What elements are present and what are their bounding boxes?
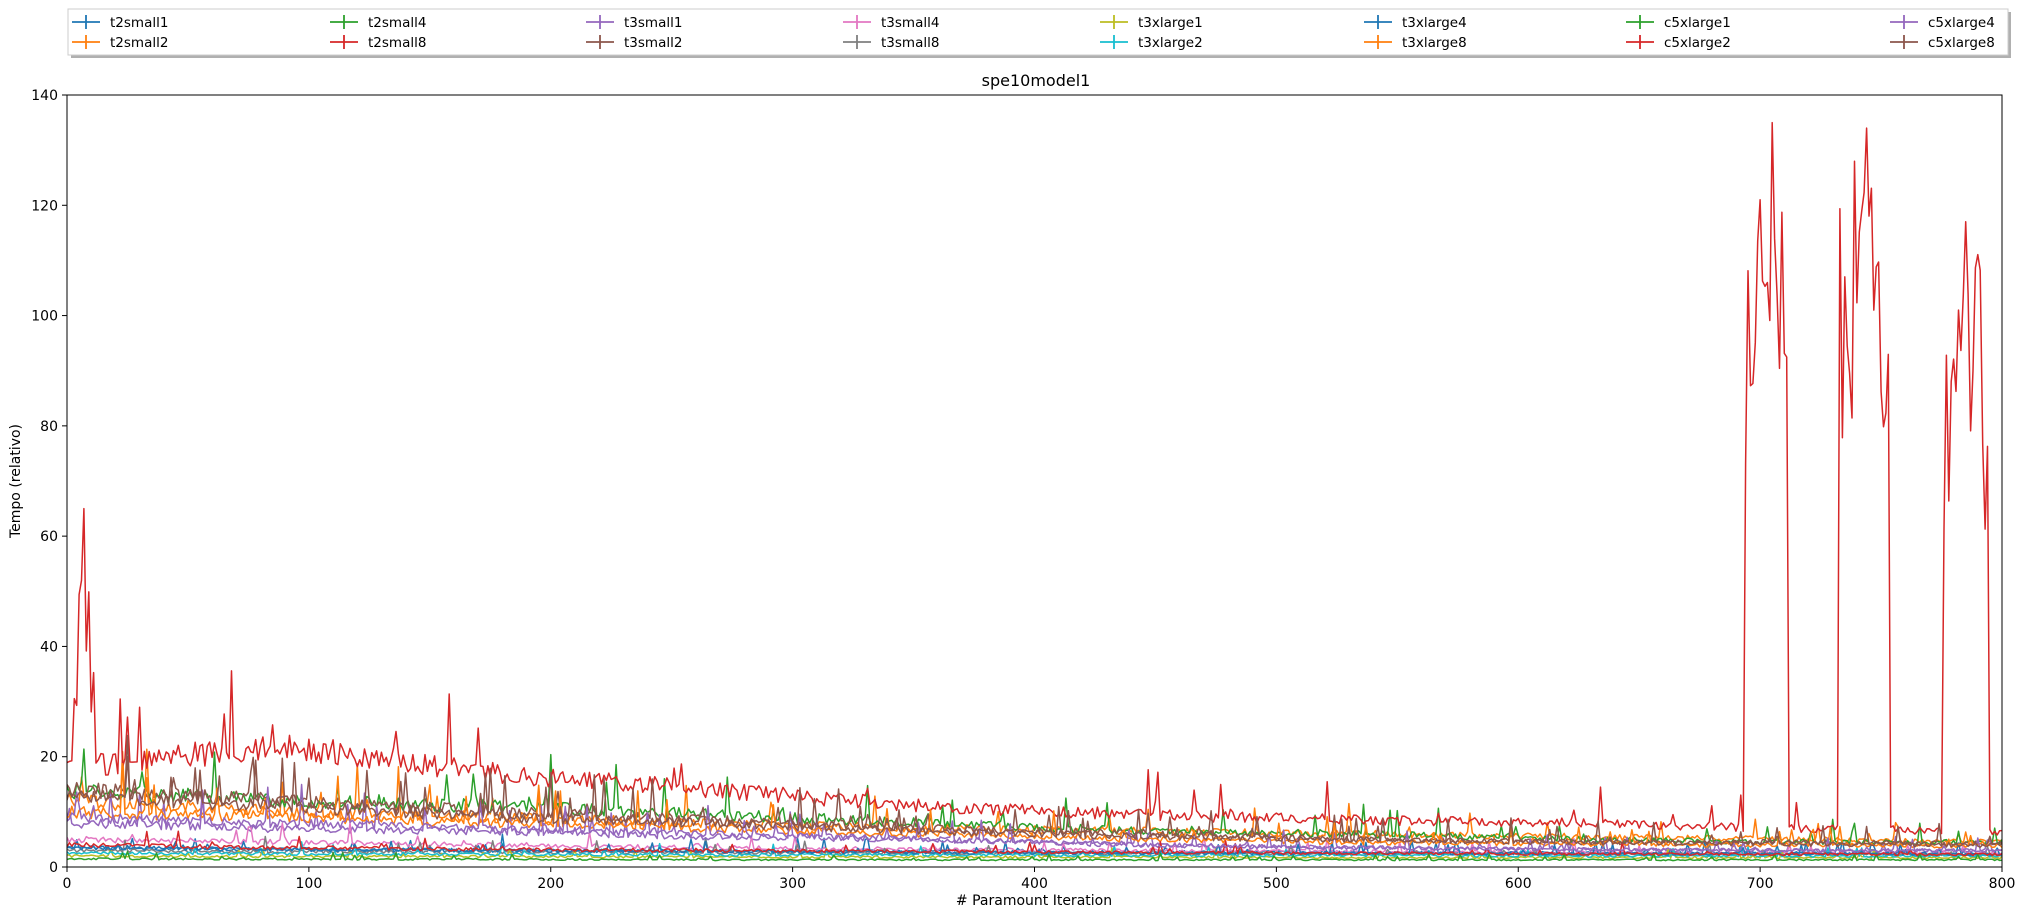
y-tick-label: 80 bbox=[40, 419, 58, 435]
legend-label: c5xlarge2 bbox=[1664, 35, 1731, 51]
y-tick-label: 140 bbox=[31, 88, 58, 104]
legend-item-t3xlarge1: t3xlarge1 bbox=[1100, 15, 1203, 31]
y-tick-label: 0 bbox=[49, 860, 58, 876]
x-tick-label: 500 bbox=[1263, 876, 1290, 892]
legend-label: t3small1 bbox=[624, 15, 682, 31]
series-line-c5xlarge4 bbox=[67, 783, 2002, 853]
x-tick-label: 100 bbox=[296, 876, 323, 892]
series-line-t3xlarge2 bbox=[67, 841, 2002, 858]
y-tick-label: 100 bbox=[31, 309, 58, 325]
legend-item-c5xlarge2: c5xlarge2 bbox=[1626, 35, 1731, 51]
x-tick-label: 400 bbox=[1021, 876, 1048, 892]
legend-item-t3xlarge2: t3xlarge2 bbox=[1100, 35, 1203, 51]
y-axis-label: Tempo (relativo) bbox=[8, 424, 24, 539]
legend-label: t2small8 bbox=[368, 35, 426, 51]
legend-item-t2small4: t2small4 bbox=[330, 15, 426, 31]
y-tick-label: 120 bbox=[31, 198, 58, 214]
legend-label: t3xlarge1 bbox=[1138, 15, 1203, 31]
y-axis: 0 20 40 60 80 100 120 140 bbox=[31, 88, 67, 876]
x-axis-label: # Paramount Iteration bbox=[956, 893, 1112, 909]
legend-label: t2small1 bbox=[110, 15, 168, 31]
legend-label: t3small2 bbox=[624, 35, 682, 51]
series-line-c5xlarge8 bbox=[67, 755, 2002, 848]
legend-label: c5xlarge1 bbox=[1664, 15, 1731, 31]
x-tick-label: 200 bbox=[537, 876, 564, 892]
legend-item-t3xlarge8: t3xlarge8 bbox=[1364, 35, 1467, 51]
legend-label: t3small8 bbox=[881, 35, 939, 51]
legend-label: t2small4 bbox=[368, 15, 426, 31]
legend-label: t3small4 bbox=[881, 15, 939, 31]
legend-item-t3small4: t3small4 bbox=[843, 15, 939, 31]
legend-item-c5xlarge4: c5xlarge4 bbox=[1890, 15, 1995, 31]
legend-item-t3small8: t3small8 bbox=[843, 35, 939, 51]
x-tick-label: 0 bbox=[63, 876, 72, 892]
series-line-t2small2 bbox=[67, 748, 2002, 845]
legend-item-t3xlarge4: t3xlarge4 bbox=[1364, 15, 1467, 31]
y-tick-label: 20 bbox=[40, 750, 58, 766]
series-layer bbox=[67, 121, 2002, 862]
legend-item-t3small1: t3small1 bbox=[586, 15, 682, 31]
x-tick-label: 700 bbox=[1747, 876, 1774, 892]
legend-label: c5xlarge8 bbox=[1928, 35, 1995, 51]
legend: t2small1 t2small2 t2small4 t2small8 t3small1… bbox=[67, 8, 2011, 58]
x-tick-label: 600 bbox=[1505, 876, 1532, 892]
chart-title: spe10model1 bbox=[982, 71, 1091, 90]
legend-label: t3xlarge2 bbox=[1138, 35, 1203, 51]
legend-label: t2small2 bbox=[110, 35, 168, 51]
legend-label: t3xlarge4 bbox=[1402, 15, 1467, 31]
series-line-t2small8 bbox=[67, 121, 2002, 836]
series-line-c5xlarge2 bbox=[67, 830, 2002, 857]
y-tick-label: 40 bbox=[40, 639, 58, 655]
legend-item-t2small2: t2small2 bbox=[72, 35, 168, 51]
legend-item-t2small8: t2small8 bbox=[330, 35, 426, 51]
x-axis: 0 100 200 300 400 500 600 700 800 bbox=[63, 867, 2016, 892]
y-tick-label: 60 bbox=[40, 529, 58, 545]
x-tick-label: 300 bbox=[779, 876, 806, 892]
legend-item-t2small1: t2small1 bbox=[72, 15, 168, 31]
legend-item-t3small2: t3small2 bbox=[586, 35, 682, 51]
series-line-t3small2 bbox=[67, 734, 2002, 847]
legend-item-c5xlarge1: c5xlarge1 bbox=[1626, 15, 1731, 31]
legend-frame bbox=[67, 8, 2009, 56]
legend-item-c5xlarge8: c5xlarge8 bbox=[1890, 35, 1995, 51]
legend-label: c5xlarge4 bbox=[1928, 15, 1995, 31]
x-tick-label: 800 bbox=[1989, 876, 2016, 892]
legend-label: t3xlarge8 bbox=[1402, 35, 1467, 51]
series-line-c5xlarge1 bbox=[67, 850, 2002, 862]
